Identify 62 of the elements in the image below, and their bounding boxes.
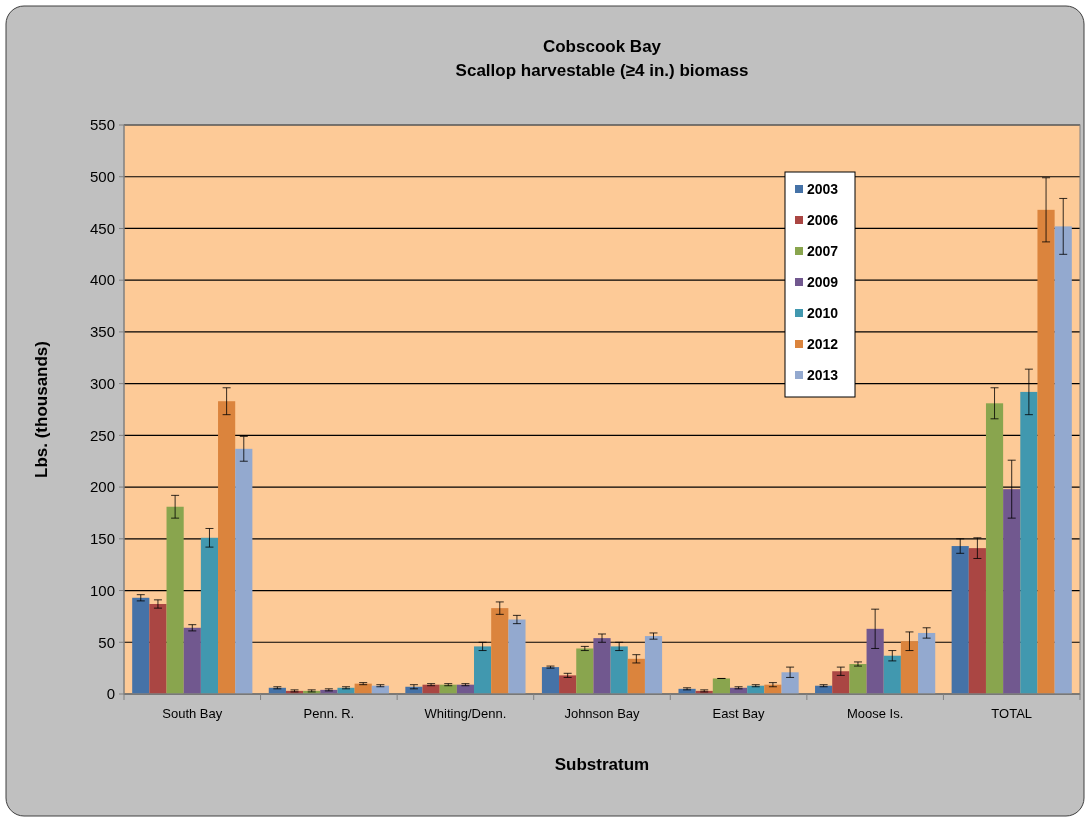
legend-label: 2006 [807,211,839,228]
bar [541,667,560,694]
legend-label: 2010 [807,304,839,321]
bar [508,619,526,694]
x-tick-label: South Bay [162,706,223,721]
legend-label: 2003 [807,180,839,197]
bar [1037,209,1055,694]
x-tick-label: TOTAL [991,706,1033,721]
y-tick-label: 450 [89,219,115,237]
bar [832,671,850,694]
bar [900,641,919,694]
x-axis-title: Substratum [554,755,650,774]
bar [1054,226,1072,694]
bar [918,632,936,694]
legend-label: 2009 [807,273,839,290]
y-tick-label: 0 [106,685,115,703]
bar [1003,489,1021,694]
bar [781,672,799,694]
x-tick-label: Penn. R. [303,706,355,721]
bar [491,608,509,694]
bar [132,597,150,694]
y-tick-label: 150 [89,530,115,548]
bar [712,678,730,694]
chart-subtitle: Scallop harvestable (≥4 in.) biomass [455,61,749,80]
bar [200,537,219,694]
bar [593,638,611,694]
y-tick-label: 300 [89,374,115,392]
bar [883,655,901,694]
bar [183,627,201,694]
y-tick-label: 350 [89,323,115,341]
bar [1020,391,1038,694]
chart-title: Cobscook Bay [542,37,662,56]
x-tick-label: Whiting/Denn. [424,706,507,721]
y-tick-label: 50 [98,633,115,651]
bar [576,648,594,694]
bar [951,546,969,694]
y-tick-label: 400 [89,271,115,289]
bar [235,448,253,694]
bar [627,658,645,694]
legend-label: 2013 [807,366,839,383]
bar [849,664,867,694]
y-tick-label: 500 [89,167,115,185]
bar [218,401,236,694]
y-axis-title: Lbs. (thousands) [32,341,51,478]
bar [474,646,492,694]
y-tick-label: 550 [89,116,115,134]
legend-label: 2012 [807,335,839,352]
legend-label: 2007 [807,242,839,259]
bar [968,548,986,694]
bar [166,506,184,694]
bar [866,628,884,694]
bar [149,604,167,694]
y-tick-label: 100 [89,581,115,599]
x-tick-label: East Bay [712,706,766,721]
bar [985,403,1004,694]
bar [644,636,663,694]
x-tick-label: Moose Is. [846,706,904,721]
y-tick-label: 200 [89,478,115,496]
x-tick-label: Johnson Bay [564,706,641,721]
y-tick-label: 250 [89,426,115,444]
bar [559,675,577,694]
bar [610,646,628,694]
